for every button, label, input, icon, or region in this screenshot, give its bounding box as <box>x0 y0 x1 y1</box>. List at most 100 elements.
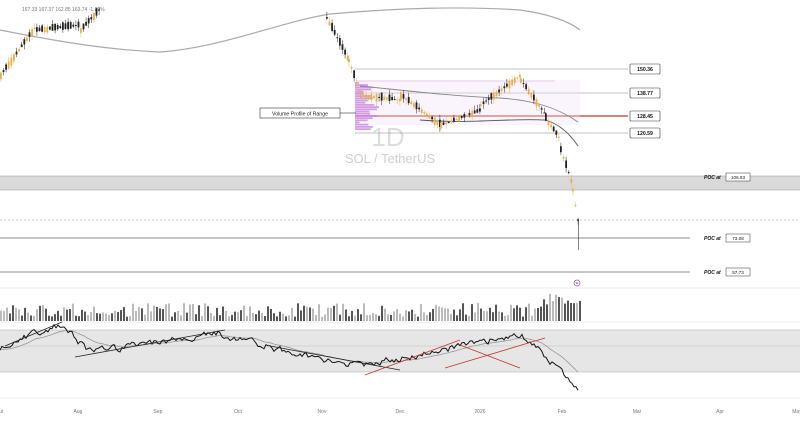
candle-body <box>80 28 82 33</box>
candle-body <box>533 94 535 101</box>
moving-average-50 <box>359 85 579 123</box>
volume-bar <box>555 294 557 321</box>
candle-body <box>413 103 415 108</box>
poc-labels: POC at 106.93 POC at 73.08 POC at 57.73 <box>704 172 751 277</box>
volume-bar <box>363 303 365 321</box>
volume-bar <box>252 313 254 321</box>
candle-body <box>344 49 346 55</box>
candle-body <box>500 88 503 91</box>
candle-body <box>328 21 331 26</box>
candle-body <box>59 26 62 29</box>
x-tick-label: Nov <box>318 409 327 415</box>
volume-bar <box>306 306 308 321</box>
volume-bar <box>3 311 5 321</box>
volume-bar <box>372 312 374 321</box>
candle-body <box>516 77 519 79</box>
volume-bar <box>288 315 290 321</box>
osc-trendline-3 <box>269 345 401 371</box>
candle-body <box>558 136 560 138</box>
poc-value: 106.93 <box>731 175 745 180</box>
candle-body <box>547 119 550 125</box>
volume-bar <box>408 311 410 321</box>
candle-body <box>550 124 552 128</box>
candle-body <box>490 93 493 100</box>
candle-body <box>365 94 367 98</box>
watermark-symbol: SOL / TetherUS <box>345 151 436 166</box>
volume-bar <box>294 316 296 321</box>
volume-bar <box>456 315 458 321</box>
volume-bar <box>153 305 155 321</box>
volume-bar <box>15 307 17 321</box>
volume-bar <box>72 303 74 321</box>
volume-bar <box>0 310 2 321</box>
volume-bar <box>477 303 479 321</box>
candle-body <box>399 99 401 102</box>
volume-bar <box>321 316 323 321</box>
level-label-box <box>629 127 661 139</box>
volume-bar <box>486 311 488 321</box>
volume-bar <box>384 308 386 321</box>
volume-bar <box>390 314 392 321</box>
level-label: 138.77 <box>637 91 653 97</box>
volume-bar <box>114 310 116 321</box>
volume-bar <box>39 305 41 321</box>
candle-body <box>407 96 410 104</box>
volume-bar <box>381 305 383 321</box>
volume-bar <box>549 293 551 321</box>
volume-bar <box>192 304 194 321</box>
candle-body <box>453 117 455 122</box>
candle-body <box>503 86 506 89</box>
volume-bar <box>207 306 209 321</box>
volume-bar <box>225 310 227 321</box>
candle-body <box>485 100 487 102</box>
candle-body <box>442 122 445 126</box>
candle-body <box>350 66 353 69</box>
volume-bar <box>540 306 542 321</box>
volume-bar <box>234 311 236 321</box>
poc-label-prefix: POC at <box>704 270 721 276</box>
poc-value: 73.08 <box>732 236 744 241</box>
candle-body <box>468 112 471 116</box>
volume-bar <box>516 305 518 321</box>
poc-value-box <box>725 267 751 277</box>
candle-body <box>405 98 407 100</box>
osc-trendline-red-3 <box>459 344 521 369</box>
profile-bar <box>355 121 360 124</box>
candle-body <box>555 130 558 135</box>
volume-bar <box>342 303 344 321</box>
volume-bar <box>303 305 305 321</box>
volume-bar <box>138 306 140 321</box>
volume-bar <box>60 315 62 321</box>
volume-bar <box>93 306 95 321</box>
volume-bar <box>42 305 44 321</box>
candle-body <box>482 101 485 105</box>
volume-bar <box>396 309 398 321</box>
range-shade <box>355 80 580 125</box>
candle-body <box>2 70 5 73</box>
volume-bar <box>27 312 29 321</box>
candle-body <box>511 79 513 86</box>
volume-bar <box>576 303 578 321</box>
candle-body <box>463 113 466 118</box>
volume-bar <box>393 311 395 321</box>
candle-body <box>562 156 565 159</box>
volume-bar <box>552 301 554 321</box>
candle-body <box>62 22 64 30</box>
watermark-interval: 1D <box>371 122 404 152</box>
candle-body <box>87 18 90 24</box>
volume-bar <box>537 308 539 321</box>
volume-bar <box>369 314 371 321</box>
oscillator-band <box>0 330 800 372</box>
candle-body <box>7 61 10 69</box>
volume-bar <box>258 310 260 321</box>
volume-bar <box>465 314 467 321</box>
candle-body <box>49 26 51 30</box>
volume-bar <box>561 297 563 321</box>
volume-bar <box>402 316 404 321</box>
volume-bar <box>309 307 311 321</box>
x-axis-ticks: Jul Aug Sep Oct Nov Dec 2026 Feb Mar Apr May <box>0 409 800 415</box>
candle-body <box>508 80 511 89</box>
candle-body <box>56 25 59 30</box>
